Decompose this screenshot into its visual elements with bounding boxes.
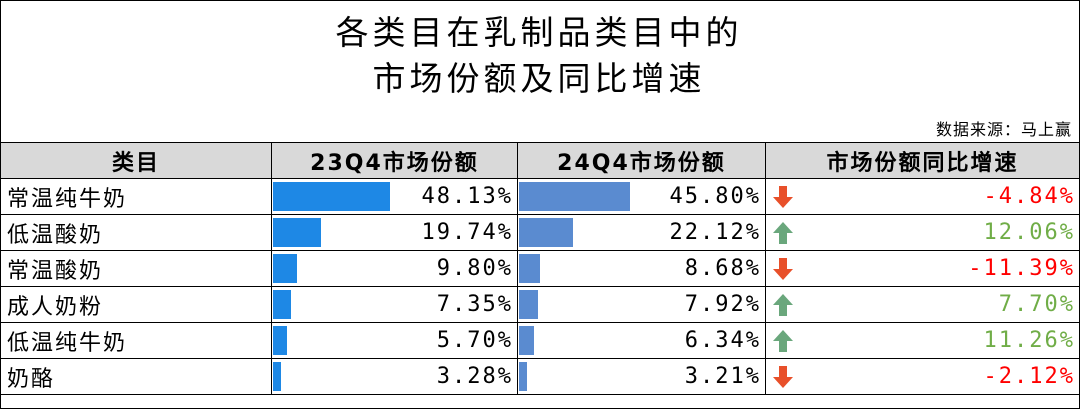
q23-cell: 5.70% <box>271 322 518 359</box>
q24-cell: 7.92% <box>517 286 766 323</box>
title-line-1: 各类目在乳制品类目中的 <box>335 13 743 52</box>
header-23q4: 23Q4市场份额 <box>271 142 518 179</box>
growth-value: 7.70% <box>998 292 1075 317</box>
q23-bar <box>273 290 291 319</box>
q24-bar <box>519 290 539 319</box>
category-cell: 低温酸奶 <box>0 214 272 251</box>
q24-value: 3.21% <box>684 364 761 389</box>
q23-bar <box>273 182 390 211</box>
header-growth: 市场份额同比增速 <box>765 142 1080 179</box>
data-source: 数据来源：马上赢 <box>935 120 1072 139</box>
q24-value: 8.68% <box>684 256 761 281</box>
q23-bar <box>273 362 281 391</box>
header-24q4: 24Q4市场份额 <box>517 142 766 179</box>
q24-value: 45.80% <box>669 184 761 209</box>
q23-value: 3.28% <box>436 364 513 389</box>
category-cell: 成人奶粉 <box>0 286 272 323</box>
growth-value: 12.06% <box>983 220 1075 245</box>
header-row: 类目 23Q4市场份额 24Q4市场份额 市场份额同比增速 <box>0 142 1080 179</box>
q24-cell: 45.80% <box>517 178 766 215</box>
growth-cell: -11.39% <box>765 250 1080 287</box>
q23-bar <box>273 326 287 355</box>
chart-title: 各类目在乳制品类目中的 市场份额及同比增速 <box>0 10 1078 102</box>
table-row: 低温纯牛奶 5.70% 6.34% 11.26% <box>0 322 1080 359</box>
q24-value: 22.12% <box>669 220 761 245</box>
arrow-up-icon <box>773 294 793 316</box>
table-row: 奶酪 3.28% 3.21% -2.12% <box>0 358 1080 395</box>
q23-value: 9.80% <box>436 256 513 281</box>
growth-cell: -2.12% <box>765 358 1080 395</box>
q24-cell: 6.34% <box>517 322 766 359</box>
q23-cell: 7.35% <box>271 286 518 323</box>
growth-cell: -4.84% <box>765 178 1080 215</box>
q23-value: 19.74% <box>421 220 513 245</box>
arrow-down-icon <box>773 186 793 208</box>
q24-bar <box>519 326 535 355</box>
growth-cell: 11.26% <box>765 322 1080 359</box>
table-row: 常温纯牛奶 48.13% 45.80% -4.84% <box>0 178 1080 215</box>
growth-cell: 12.06% <box>765 214 1080 251</box>
q24-bar <box>519 362 527 391</box>
q24-value: 6.34% <box>684 328 761 353</box>
title-line-2: 市场份额及同比增速 <box>372 59 706 98</box>
header-category: 类目 <box>0 142 272 179</box>
q24-cell: 22.12% <box>517 214 766 251</box>
q23-cell: 9.80% <box>271 250 518 287</box>
arrow-up-icon <box>773 330 793 352</box>
arrow-up-icon <box>773 222 793 244</box>
q23-cell: 48.13% <box>271 178 518 215</box>
q24-bar <box>519 254 540 283</box>
q24-value: 7.92% <box>684 292 761 317</box>
growth-value: 11.26% <box>983 328 1075 353</box>
growth-value: -2.12% <box>983 364 1075 389</box>
q23-value: 5.70% <box>436 328 513 353</box>
table-row: 低温酸奶 19.74% 22.12% 12.06% <box>0 214 1080 251</box>
table-row: 成人奶粉 7.35% 7.92% 7.70% <box>0 286 1080 323</box>
q24-bar <box>519 182 630 211</box>
growth-value: -4.84% <box>983 184 1075 209</box>
q23-bar <box>273 218 321 247</box>
q23-cell: 3.28% <box>271 358 518 395</box>
q23-bar <box>273 254 297 283</box>
growth-cell: 7.70% <box>765 286 1080 323</box>
q23-value: 48.13% <box>421 184 513 209</box>
q24-cell: 8.68% <box>517 250 766 287</box>
data-table: 类目 23Q4市场份额 24Q4市场份额 市场份额同比增速 常温纯牛奶 48.13… <box>0 142 1080 395</box>
arrow-down-icon <box>773 366 793 388</box>
table-row: 常温酸奶 9.80% 8.68% -11.39% <box>0 250 1080 287</box>
arrow-down-icon <box>773 258 793 280</box>
q23-cell: 19.74% <box>271 214 518 251</box>
q24-bar <box>519 218 573 247</box>
growth-value: -11.39% <box>968 256 1075 281</box>
category-cell: 常温酸奶 <box>0 250 272 287</box>
category-cell: 奶酪 <box>0 358 272 395</box>
q23-value: 7.35% <box>436 292 513 317</box>
category-cell: 低温纯牛奶 <box>0 322 272 359</box>
category-cell: 常温纯牛奶 <box>0 178 272 215</box>
q24-cell: 3.21% <box>517 358 766 395</box>
